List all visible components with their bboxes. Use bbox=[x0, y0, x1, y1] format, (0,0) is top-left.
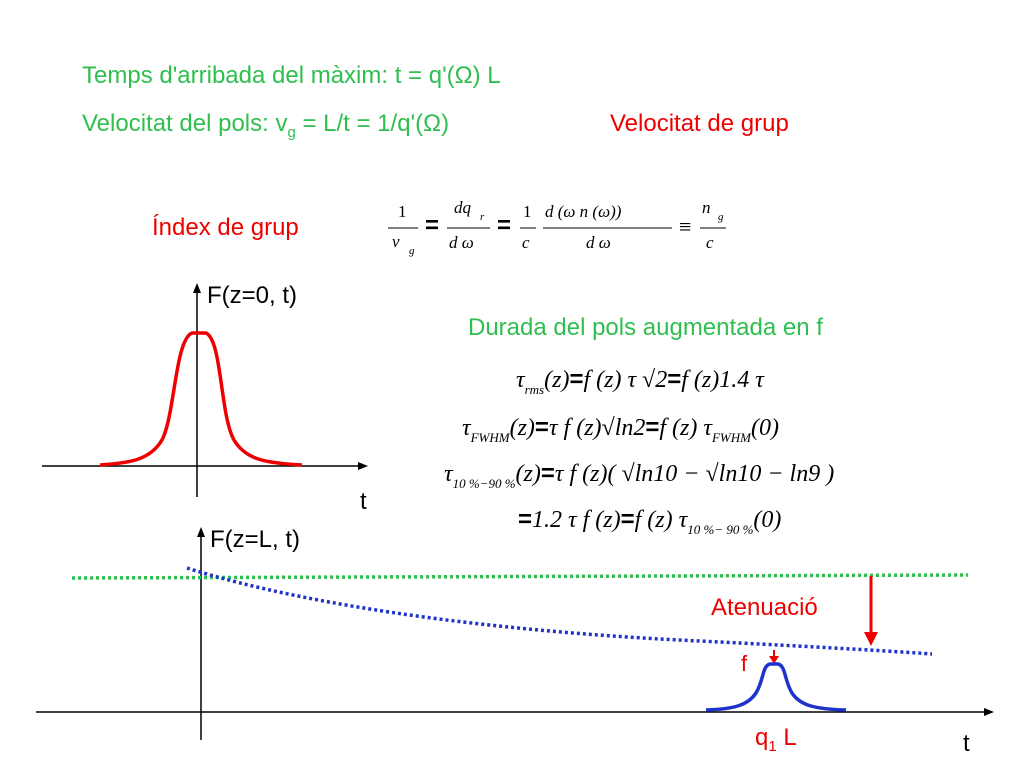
tau-rms-symbol: τ bbox=[516, 367, 525, 393]
bottom-plot-y-arrow bbox=[197, 527, 205, 537]
tau-rms-arg: (z) bbox=[544, 367, 570, 393]
tau-fwhm-symbol: τ bbox=[462, 415, 471, 441]
f-label: f bbox=[741, 651, 748, 676]
tau-fwhm-rhs2-prefix: f (z) τ bbox=[659, 415, 712, 441]
group-index-label: Índex de grup bbox=[152, 214, 299, 241]
tau-fwhm-rhs2-sub: FWHM bbox=[711, 430, 751, 445]
tau-final-eq2: = bbox=[620, 506, 635, 533]
bottom-plot-y-label: F(z=L, t) bbox=[210, 526, 301, 553]
tau-final-eq1: = bbox=[518, 506, 533, 533]
tau-final-rhs2-sub: 10 %− 90 % bbox=[687, 522, 754, 537]
top-plot-y-label: F(z=0, t) bbox=[207, 282, 298, 309]
tau-1090-symbol: τ bbox=[444, 461, 453, 487]
arrival-time-text: Temps d'arribada del màxim: t = q'(Ω) L bbox=[82, 62, 501, 89]
bottom-plot-x-label: t bbox=[963, 730, 970, 757]
duration-title: Durada del pols augmentada en f bbox=[468, 314, 823, 341]
bottom-plot-x-arrow bbox=[984, 708, 994, 716]
tau-1090-equation: τ10 %−90 %(z)=τ f (z)( √ln10 − √ln10 − l… bbox=[444, 460, 834, 492]
tau-1090-eq: = bbox=[540, 460, 555, 487]
frac5-den: c bbox=[706, 233, 714, 252]
tau-fwhm-arg: (z) bbox=[509, 415, 535, 441]
peak-position-label: q1 L bbox=[755, 724, 797, 755]
frac3-num: 1 bbox=[523, 202, 532, 221]
tau-rms-equation: τrms(z)=f (z) τ √2=f (z)1.4 τ bbox=[516, 366, 764, 398]
eq-sign-2: = bbox=[497, 212, 512, 239]
frac3-den: c bbox=[522, 233, 530, 252]
frac1-den: v bbox=[392, 232, 400, 251]
frac4-num: d (ω n (ω)) bbox=[545, 202, 622, 221]
tau-rms-rhs1: f (z) τ √2 bbox=[583, 367, 668, 393]
tau-final-equation: =1.2 τ f (z)=f (z) τ10 %− 90 %(0) bbox=[518, 506, 781, 538]
frac1-num: 1 bbox=[398, 202, 407, 221]
initial-level-dotted-line bbox=[71, 573, 969, 580]
tau-rms-sub: rms bbox=[524, 382, 545, 397]
f-arrow-head bbox=[769, 656, 779, 664]
frac1-den-sub: g bbox=[409, 245, 415, 257]
frac5-num: n bbox=[702, 198, 711, 217]
tau-fwhm-rhs2-suffix: (0) bbox=[750, 415, 779, 441]
tau-fwhm-eq1: = bbox=[534, 414, 549, 441]
frac5-num-sub: g bbox=[718, 211, 724, 223]
pulse-velocity-sub: g bbox=[287, 124, 296, 141]
tau-rms-rhs2: f (z)1.4 τ bbox=[681, 367, 764, 393]
peak-label-main: q bbox=[755, 724, 769, 751]
tau-final-rhs2-suffix: (0) bbox=[753, 507, 782, 533]
pulse-velocity-suffix: = L/t = 1/q'(Ω) bbox=[295, 110, 450, 137]
output-pulse-curve bbox=[705, 662, 847, 712]
attenuation-arrow-head bbox=[864, 632, 878, 646]
frac2-num-sub: r bbox=[480, 211, 485, 223]
tau-1090-rhs: τ f (z)( √ln10 − √ln10 − ln9 ) bbox=[554, 461, 835, 487]
tau-rms-eq1: = bbox=[569, 366, 584, 393]
eq-sign-1: = bbox=[425, 212, 440, 239]
top-plot-x-label: t bbox=[360, 488, 367, 515]
top-plot-y-arrow bbox=[193, 283, 201, 293]
input-pulse-curve bbox=[99, 331, 303, 467]
attenuation-label: Atenuació bbox=[711, 594, 818, 621]
tau-fwhm-sub: FWHM bbox=[470, 430, 510, 445]
peak-label-sub: 1 bbox=[768, 738, 777, 755]
tau-final-rhs1: 1.2 τ f (z) bbox=[532, 507, 621, 533]
pulse-velocity-prefix: Velocitat del pols: v bbox=[82, 110, 288, 137]
tau-1090-arg: (z) bbox=[515, 461, 541, 487]
tau-final-rhs2-prefix: f (z) τ bbox=[634, 507, 688, 533]
attenuation-dotted-curve bbox=[186, 566, 933, 656]
group-velocity-label: Velocitat de grup bbox=[610, 110, 789, 137]
tau-fwhm-rhs1: τ f (z)√ln2 bbox=[548, 415, 646, 441]
frac2-num: dq bbox=[454, 198, 471, 217]
tau-fwhm-equation: τFWHM(z)=τ f (z)√ln2=f (z) τFWHM(0) bbox=[462, 414, 779, 446]
top-plot-x-arrow bbox=[358, 462, 368, 470]
equiv-sign: ≡ bbox=[679, 214, 692, 239]
frac2-den: d ω bbox=[449, 233, 474, 252]
tau-1090-sub: 10 %−90 % bbox=[452, 476, 516, 491]
pulse-velocity-text: Velocitat del pols: vg = L/t = 1/q'(Ω) bbox=[82, 110, 449, 141]
tau-fwhm-eq2: = bbox=[645, 414, 660, 441]
peak-label-suffix: L bbox=[776, 724, 797, 751]
tau-rms-eq2: = bbox=[667, 366, 682, 393]
frac4-den: d ω bbox=[586, 233, 611, 252]
